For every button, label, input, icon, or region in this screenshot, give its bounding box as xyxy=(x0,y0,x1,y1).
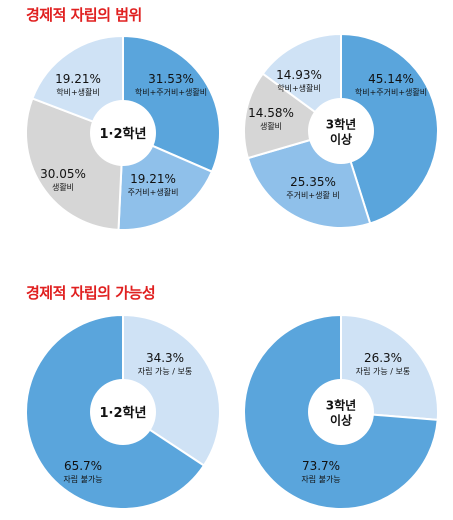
category-label: 학비+주거비+생활비 xyxy=(355,87,427,97)
data-label: 65.7% xyxy=(64,459,102,473)
category-label: 학비+생활비 xyxy=(277,83,321,93)
pie-slice xyxy=(340,32,439,225)
donut-hole xyxy=(90,100,156,166)
section-title-possibility: 경제적 자립의 가능성 xyxy=(26,284,156,302)
data-label: 73.7% xyxy=(302,459,340,473)
donut-chart-1: 1·2학년31.53%학비+주거비+생활비19.21%주거비+생활비30.05%… xyxy=(25,34,221,231)
center-label: 1·2학년 xyxy=(100,405,147,421)
category-label: 자립 불가능 xyxy=(63,474,102,484)
pie-slice xyxy=(31,34,124,135)
category-label: 자립 가능 / 보통 xyxy=(356,367,410,376)
category-label: 생활비 xyxy=(52,182,74,192)
data-label: 34.3% xyxy=(146,351,184,365)
category-label: 주거비+생활비 xyxy=(128,187,179,197)
donut-hole xyxy=(308,98,374,164)
donut-hole xyxy=(90,379,156,445)
center-label: 3학년 xyxy=(326,398,356,413)
data-label: 45.14% xyxy=(368,72,414,86)
data-label: 30.05% xyxy=(40,167,86,181)
center-label: 3학년 xyxy=(326,117,356,132)
data-label: 14.93% xyxy=(276,68,322,82)
category-label: 자립 가능 / 보통 xyxy=(138,367,192,376)
donut-hole xyxy=(308,379,374,445)
category-label: 학비+생활비 xyxy=(56,87,100,97)
category-label: 주거비+생활 비 xyxy=(286,190,339,200)
data-label: 25.35% xyxy=(290,175,336,189)
data-label: 19.21% xyxy=(130,172,176,186)
data-label: 19.21% xyxy=(55,72,101,86)
data-label: 31.53% xyxy=(148,72,194,86)
donut-chart-3: 1·2학년 34.3% 자립 가능 / 보통 65.7%자립 불가능 xyxy=(25,313,222,510)
data-label: 14.58% xyxy=(248,106,294,120)
category-label: 자립 불가능 xyxy=(301,474,340,484)
category-label: 생활비 xyxy=(260,121,282,131)
category-label: 학비+주거비+생활비 xyxy=(135,87,207,97)
center-label: 이상 xyxy=(330,413,352,428)
center-label: 1·2학년 xyxy=(100,126,147,142)
section-title-scope: 경제적 자립의 범위 xyxy=(26,6,142,24)
data-label: 26.3% xyxy=(364,351,402,365)
center-label: 이상 xyxy=(330,132,352,147)
